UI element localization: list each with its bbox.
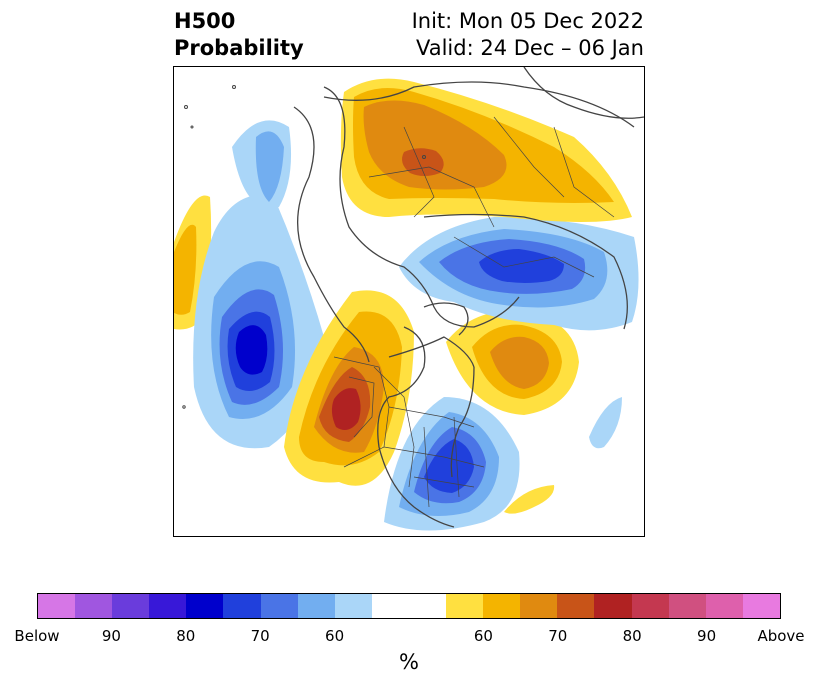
blue-anomaly-north-pacific xyxy=(193,120,324,449)
state-borders xyxy=(333,116,615,508)
map-dates: Init: Mon 05 Dec 2022 Valid: 24 Dec – 06… xyxy=(412,8,644,62)
colorbar-tick-label: 60 xyxy=(325,627,345,645)
colorbar-swatch xyxy=(742,594,780,618)
colorbar-swatch xyxy=(297,594,335,618)
colorbar-tick-label: Above xyxy=(757,627,805,645)
colorbar-swatch xyxy=(334,594,372,618)
colorbar-tick-label: 90 xyxy=(101,627,121,645)
title-variable: H500 xyxy=(174,9,236,33)
colorbar-tick-label: 80 xyxy=(176,627,196,645)
colorbar-swatch xyxy=(631,594,669,618)
colorbar-tick-label: Below xyxy=(14,627,60,645)
colorbar-swatch xyxy=(520,594,558,618)
small-islands xyxy=(182,85,426,409)
colorbar-swatch xyxy=(557,594,595,618)
colorbar-swatch xyxy=(149,594,187,618)
title-product: Probability xyxy=(174,36,304,60)
coastlines xyxy=(293,67,644,528)
colorbar-tick-label: 70 xyxy=(548,627,568,645)
colorbar-swatch xyxy=(668,594,706,618)
colorbar-tick-label: 80 xyxy=(622,627,642,645)
colorbar xyxy=(37,593,781,619)
init-date: Init: Mon 05 Dec 2022 xyxy=(411,9,644,33)
colorbar-unit-label: % xyxy=(399,650,419,674)
colorbar-tick-label: 60 xyxy=(473,627,493,645)
colorbar-swatch xyxy=(371,594,409,618)
colorbar-swatch xyxy=(446,594,484,618)
colorbar-swatch xyxy=(38,594,76,618)
orange-anomaly-europe-russia xyxy=(340,78,632,223)
colorbar-swatch xyxy=(408,594,447,618)
colorbar-tick-label: 70 xyxy=(250,627,270,645)
orange-anomaly-north-atlantic xyxy=(446,311,622,449)
blue-anomaly-eastern-north-america xyxy=(384,397,555,531)
valid-range: Valid: 24 Dec – 06 Jan xyxy=(415,36,644,60)
colorbar-swatch xyxy=(186,594,224,618)
colorbar-swatch xyxy=(75,594,113,618)
colorbar-swatch xyxy=(594,594,632,618)
probability-map xyxy=(173,66,645,537)
colorbar-swatch xyxy=(112,594,150,618)
map-svg xyxy=(174,67,644,531)
colorbar-swatch xyxy=(260,594,298,618)
blue-anomaly-siberia xyxy=(399,217,639,331)
colorbar-tick-label: 90 xyxy=(697,627,717,645)
colorbar-swatch xyxy=(705,594,743,618)
map-title: H500 Probability xyxy=(174,8,304,62)
red-anomaly-western-north-america xyxy=(284,290,414,486)
colorbar-swatch xyxy=(223,594,261,618)
colorbar-swatch xyxy=(483,594,521,618)
